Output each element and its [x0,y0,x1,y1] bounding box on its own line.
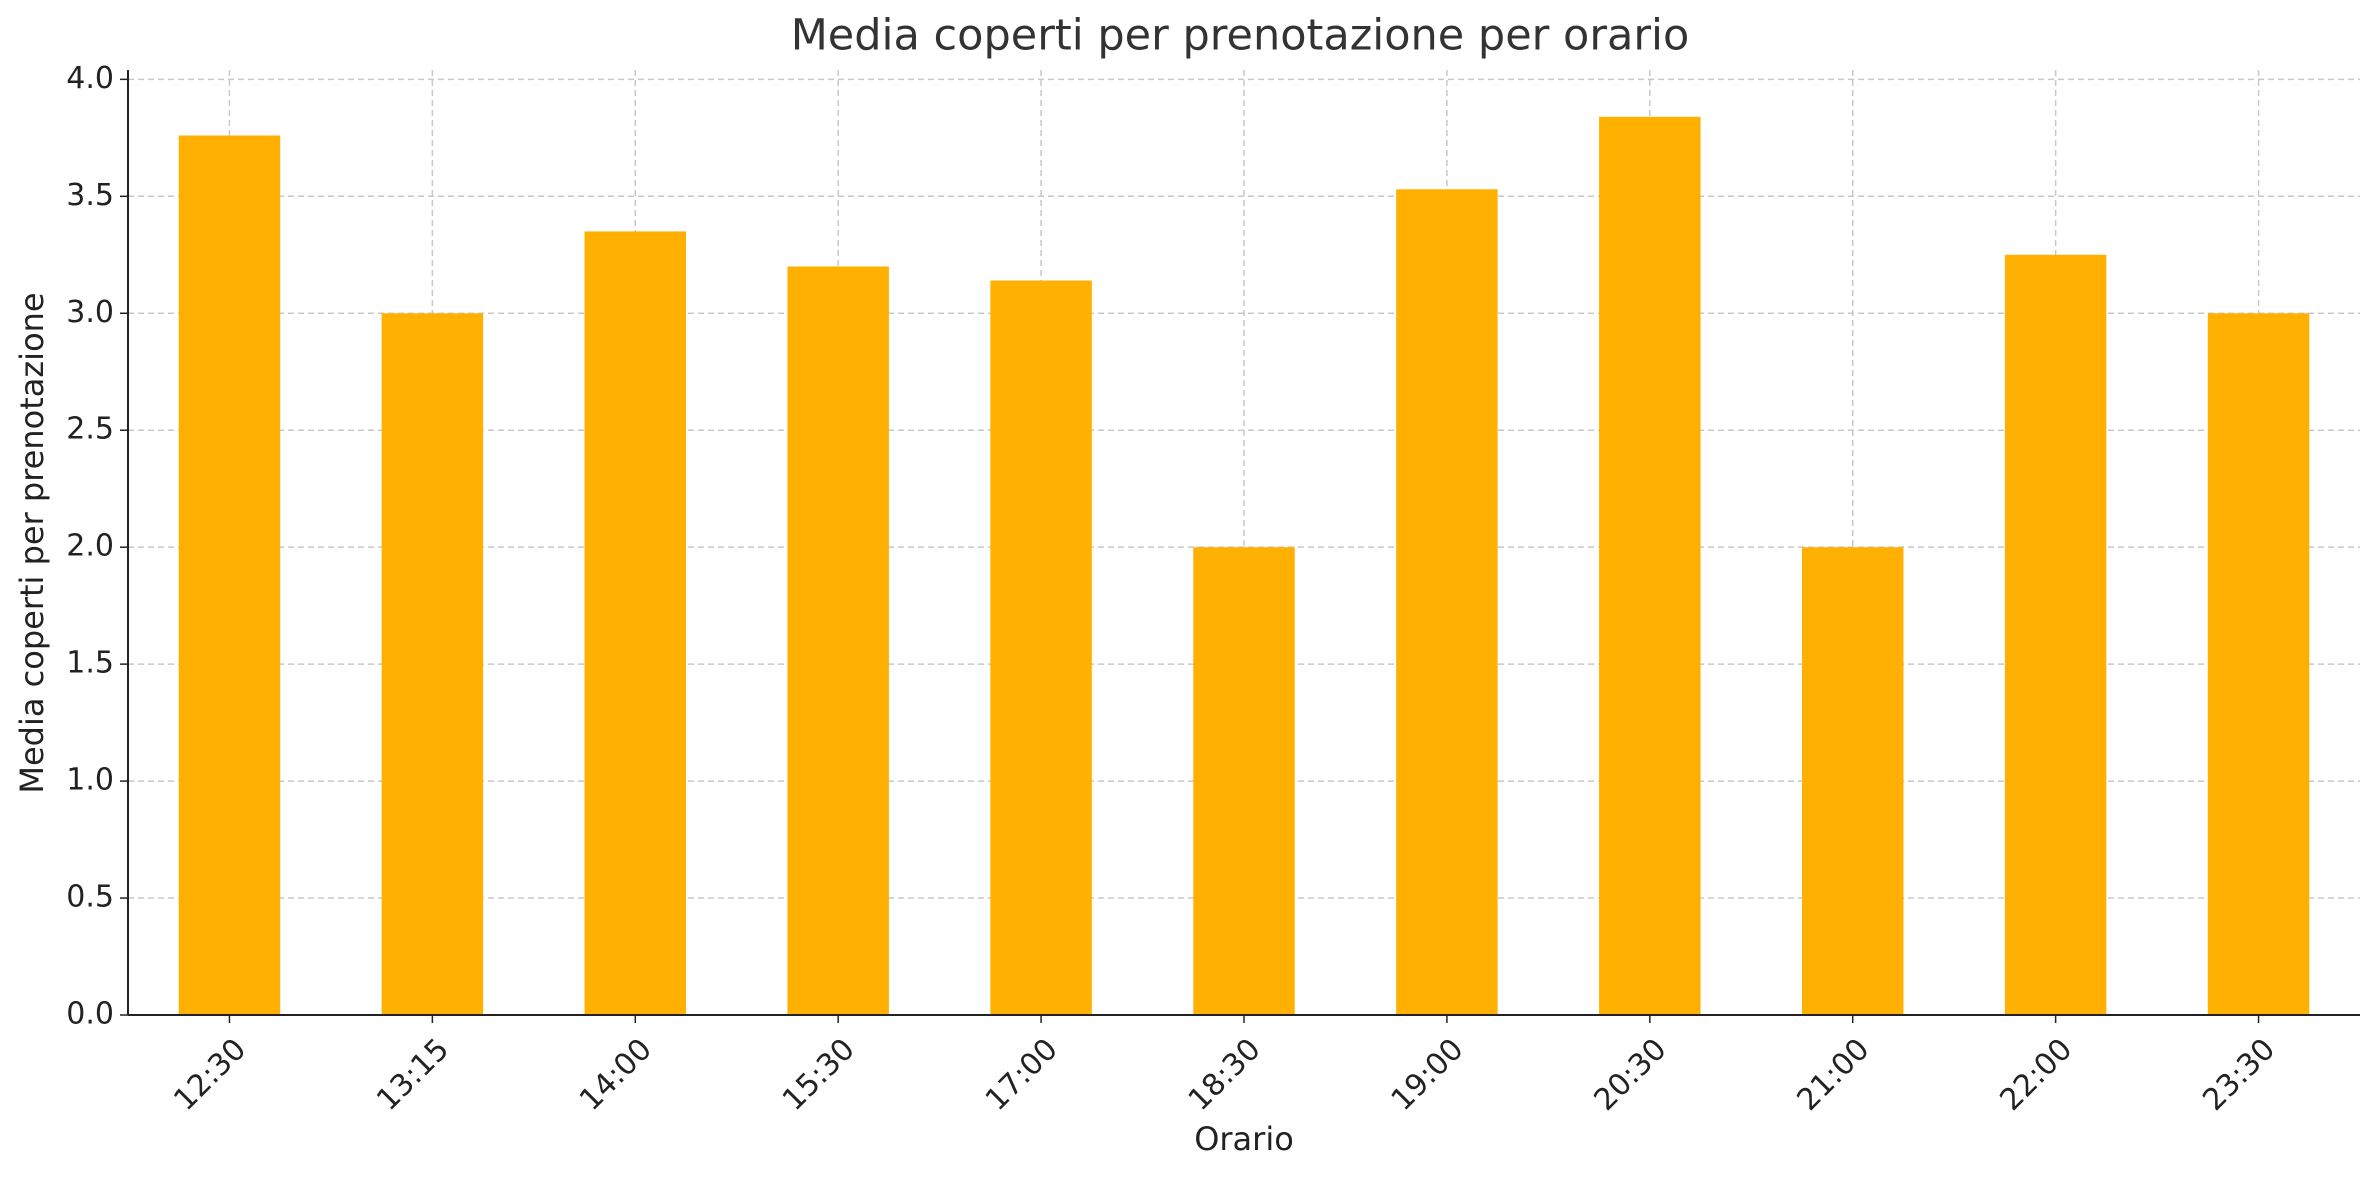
y-tick-label: 3.5 [66,178,114,213]
bar [990,280,1092,1016]
x-tick-label: 22:00 [1993,1032,2079,1118]
x-tick-label: 20:30 [1588,1032,1674,1118]
bar [584,231,686,1016]
bar [1802,547,1904,1015]
bar [2004,254,2107,1015]
y-tick-label: 0.5 [66,880,114,915]
bar [1599,116,1701,1016]
x-tick-label: 17:00 [979,1032,1065,1118]
bar [1193,547,1295,1015]
y-axis-label: Media coperti per prenotazione [13,292,51,793]
bar [381,313,484,1015]
x-tick-label: 23:30 [2196,1032,2282,1118]
y-tick-label: 2.5 [66,412,114,447]
y-tick-label: 3.0 [66,295,114,330]
bar [2207,313,2310,1015]
x-axis-label: Orario [1194,1120,1294,1158]
bar [1396,189,1498,1015]
y-tick-label: 1.0 [66,763,114,798]
x-tick-label: 19:00 [1385,1032,1471,1118]
chart-title: Media coperti per prenotazione per orari… [791,11,1690,61]
y-tick-label: 2.0 [66,529,114,564]
y-tick-label: 0.0 [66,997,114,1032]
x-tick-label: 13:15 [370,1032,456,1118]
x-tick-label: 18:30 [1182,1032,1268,1118]
bar [178,135,281,1015]
x-tick-label: 12:30 [167,1032,253,1118]
x-tick-label: 15:30 [776,1032,862,1118]
y-tick-label: 4.0 [66,61,114,96]
y-tick-label: 1.5 [66,646,114,681]
x-tick-label: 14:00 [573,1032,659,1118]
bar [787,266,889,1016]
x-tick-label: 21:00 [1791,1032,1877,1118]
